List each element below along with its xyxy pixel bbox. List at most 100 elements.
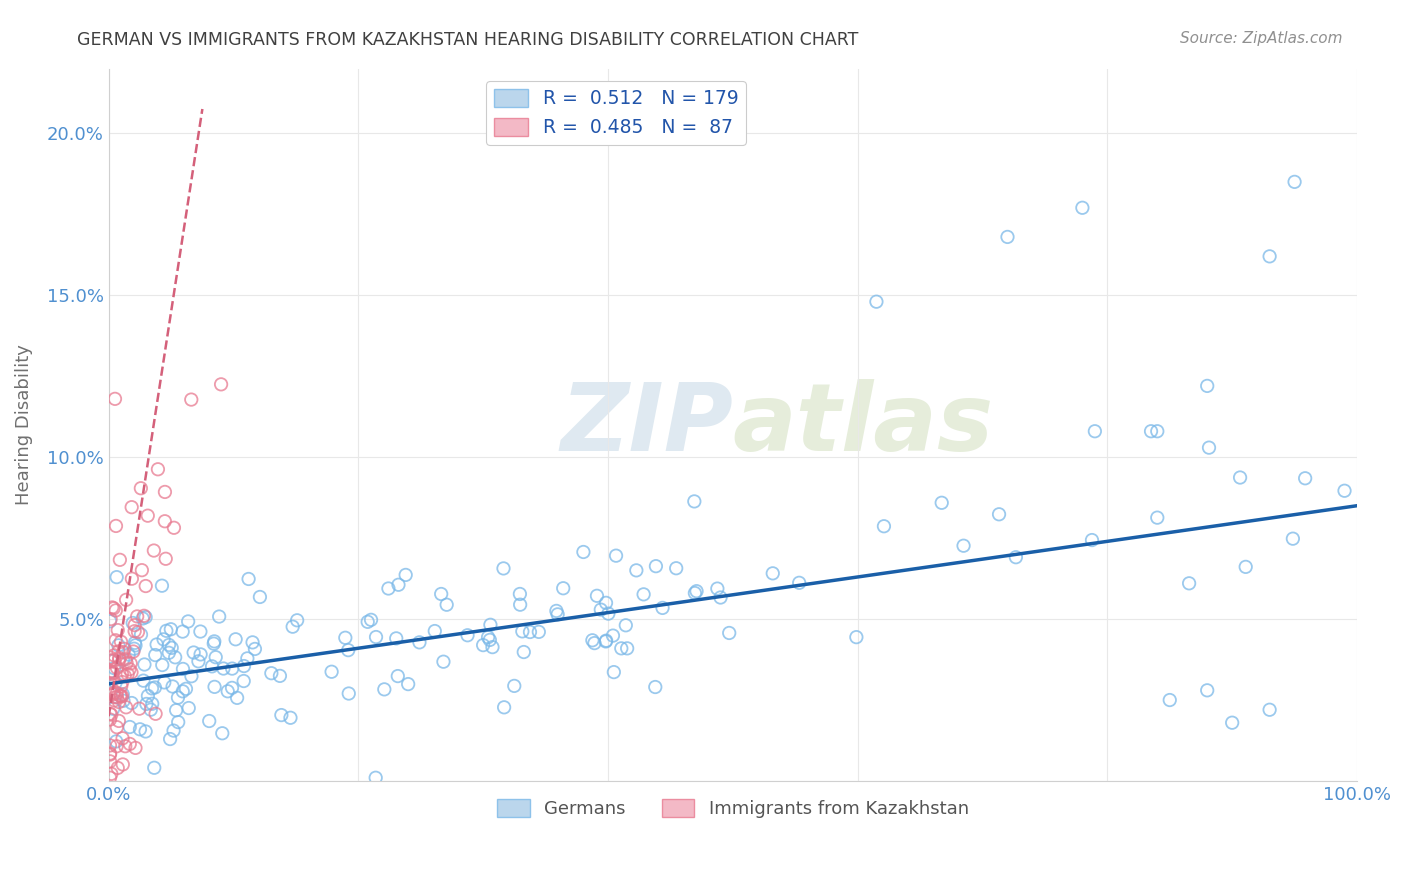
Point — [494, 700, 516, 714]
Point — [160, 640, 183, 655]
Point — [121, 500, 143, 515]
Point — [396, 677, 419, 691]
Point — [111, 690, 134, 704]
Point — [118, 662, 141, 676]
Point — [100, 650, 122, 665]
Point — [581, 633, 603, 648]
Point — [1084, 424, 1107, 438]
Point — [436, 598, 458, 612]
Point — [124, 638, 146, 652]
Point — [626, 563, 648, 577]
Point — [143, 681, 166, 695]
Point — [103, 661, 125, 675]
Point — [145, 706, 167, 721]
Point — [108, 651, 131, 665]
Point — [121, 696, 143, 710]
Point — [103, 601, 125, 615]
Point — [236, 651, 259, 665]
Point — [605, 549, 627, 563]
Point — [101, 667, 124, 681]
Point — [98, 747, 121, 762]
Point — [155, 551, 177, 566]
Point — [104, 675, 127, 690]
Point — [280, 711, 302, 725]
Point — [107, 761, 129, 775]
Point — [478, 632, 501, 647]
Point — [269, 669, 291, 683]
Point — [124, 740, 146, 755]
Point — [108, 652, 131, 666]
Point — [198, 714, 221, 728]
Point — [201, 659, 224, 673]
Point — [457, 628, 479, 642]
Point — [481, 640, 503, 654]
Point — [104, 603, 127, 617]
Point — [1229, 470, 1251, 484]
Point — [124, 636, 146, 650]
Point — [110, 679, 132, 693]
Point — [211, 726, 233, 740]
Point — [136, 508, 159, 523]
Point — [135, 724, 157, 739]
Point — [111, 675, 134, 690]
Point — [163, 521, 186, 535]
Point — [103, 693, 125, 707]
Point — [610, 641, 633, 656]
Point — [1159, 693, 1181, 707]
Point — [281, 620, 304, 634]
Point — [335, 631, 357, 645]
Point — [103, 686, 125, 700]
Point — [762, 566, 785, 581]
Point — [270, 708, 292, 723]
Point — [104, 392, 127, 406]
Point — [217, 684, 239, 698]
Point — [204, 680, 226, 694]
Point — [167, 715, 190, 730]
Point — [128, 701, 150, 715]
Point — [285, 613, 308, 627]
Point — [602, 629, 624, 643]
Point — [127, 625, 149, 640]
Point — [242, 635, 264, 649]
Point — [162, 680, 184, 694]
Point — [202, 634, 225, 648]
Point — [509, 598, 531, 612]
Point — [845, 630, 868, 644]
Point — [547, 607, 569, 622]
Point — [387, 669, 409, 683]
Point — [1258, 703, 1281, 717]
Point — [108, 553, 131, 567]
Point — [107, 638, 129, 652]
Point — [553, 581, 575, 595]
Point — [988, 508, 1011, 522]
Point — [152, 632, 174, 647]
Point — [172, 662, 194, 676]
Point — [118, 737, 141, 751]
Point — [492, 561, 515, 575]
Point — [952, 539, 974, 553]
Point — [112, 641, 135, 656]
Point — [111, 687, 134, 701]
Point — [527, 624, 550, 639]
Point — [477, 630, 499, 644]
Point — [519, 625, 541, 640]
Point — [127, 609, 149, 624]
Point — [105, 570, 128, 584]
Point — [479, 617, 502, 632]
Point — [114, 739, 136, 754]
Point — [107, 644, 129, 658]
Point — [589, 602, 612, 616]
Point — [614, 618, 637, 632]
Point — [177, 615, 200, 629]
Point — [104, 633, 127, 648]
Point — [233, 659, 256, 673]
Point — [1081, 533, 1104, 547]
Point — [110, 634, 132, 648]
Point — [108, 714, 131, 728]
Point — [387, 578, 409, 592]
Point — [124, 618, 146, 632]
Point — [100, 665, 122, 680]
Point — [101, 665, 124, 679]
Point — [101, 600, 124, 615]
Point — [121, 665, 143, 680]
